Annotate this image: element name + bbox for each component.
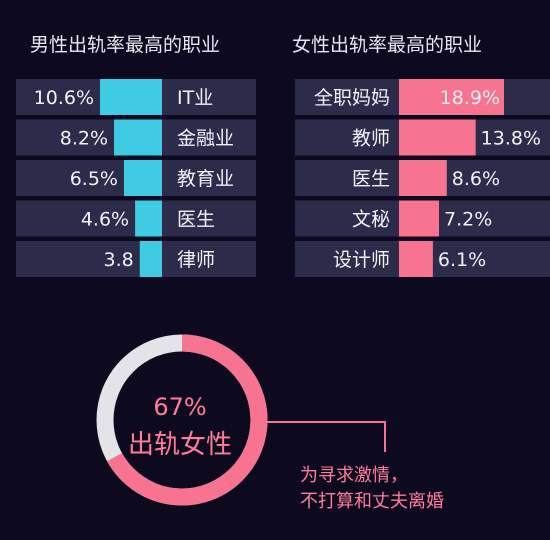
- female-bar: [399, 200, 439, 237]
- male-value-label: 8.2%: [60, 128, 108, 150]
- annotation-line-2: 不打算和丈夫离婚: [300, 491, 444, 512]
- female-bar: [399, 160, 447, 196]
- male-row-bg: [16, 241, 256, 277]
- male-category-label: 律师: [177, 249, 215, 271]
- male-category-label: 金融业: [177, 128, 234, 150]
- male-value-label: 10.6%: [34, 87, 94, 109]
- male-value-label: 6.5%: [70, 168, 118, 190]
- annotation-connector: [262, 421, 386, 452]
- female-category-label: 文秘: [352, 209, 390, 231]
- male-value-label: 3.8: [104, 249, 134, 271]
- female-value-label: 13.8%: [481, 128, 541, 150]
- male-category-label: 教育业: [177, 168, 234, 190]
- female-value-label: 7.2%: [444, 209, 492, 231]
- annotation-caption: 为寻求激情， 不打算和丈夫离婚: [300, 463, 444, 515]
- female-bar: [399, 79, 504, 115]
- female-category-label: 医生: [352, 168, 390, 190]
- donut-percent: 67%: [153, 393, 207, 421]
- male-chart-title: 男性出轨率最高的职业: [30, 34, 221, 56]
- female-category-label: 教师: [352, 128, 390, 150]
- male-bar: [114, 119, 162, 156]
- male-bar: [135, 200, 162, 237]
- female-value-label: 8.6%: [452, 168, 500, 190]
- female-value-label: 18.9%: [440, 87, 500, 109]
- bar-charts: 10.6% IT业 8.2% 金融业 6.5% 教育业 4.6% 医生 3.8 律师 全职妈妈 18.…: [16, 79, 550, 277]
- female-chart-title: 女性出轨率最高的职业: [292, 34, 483, 56]
- donut-value-arc: [107, 334, 268, 506]
- female-category-label: 设计师: [333, 249, 390, 271]
- male-category-label: 医生: [177, 209, 215, 231]
- donut-label: 出轨女性: [127, 430, 232, 460]
- male-category-label: IT业: [177, 87, 213, 109]
- female-category-label: 全职妈妈: [314, 87, 390, 109]
- male-value-label: 4.6%: [81, 209, 129, 231]
- female-bar: [399, 119, 476, 156]
- male-bar: [123, 160, 162, 196]
- male-bar: [100, 79, 162, 115]
- annotation-line-1: 为寻求激情，: [300, 465, 408, 486]
- female-value-label: 6.1%: [438, 249, 486, 271]
- female-bar: [399, 241, 433, 277]
- male-bar: [139, 241, 162, 277]
